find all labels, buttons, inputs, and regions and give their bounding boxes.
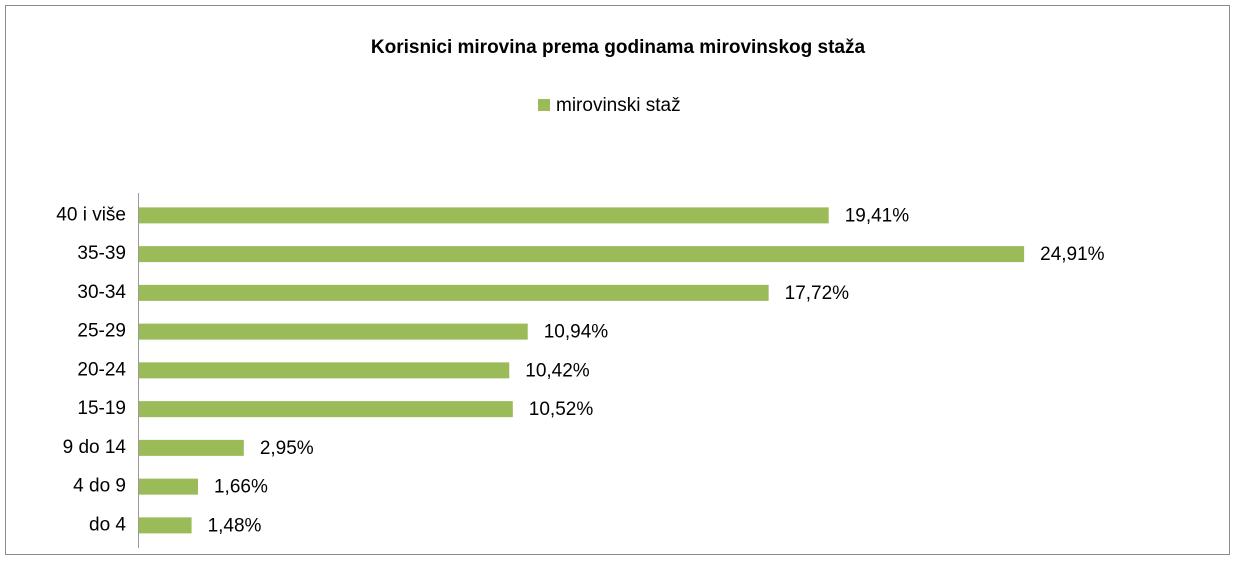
data-label: 2,95% — [260, 438, 314, 459]
y-tick-label: 40 i više — [56, 204, 126, 225]
bar — [139, 517, 192, 534]
y-tick-label: 4 do 9 — [73, 476, 126, 497]
y-tick-label: 25-29 — [77, 321, 126, 342]
bar — [139, 207, 829, 224]
data-label: 17,72% — [785, 283, 850, 304]
data-label: 10,52% — [529, 399, 594, 420]
y-tick-label: 30-34 — [77, 282, 126, 303]
legend-swatch — [538, 99, 550, 111]
chart-title: Korisnici mirovina prema godinama mirovi… — [371, 37, 866, 58]
data-label: 24,91% — [1040, 244, 1105, 265]
bar — [139, 439, 244, 456]
y-tick-label: 9 do 14 — [63, 437, 127, 458]
bar — [139, 246, 1025, 263]
legend-label: mirovinski staž — [556, 95, 681, 116]
bar — [139, 323, 528, 340]
y-tick-label: do 4 — [89, 514, 126, 535]
chart-border — [5, 5, 1230, 555]
data-label: 10,42% — [525, 360, 590, 381]
y-tick-label: 35-39 — [77, 243, 126, 264]
y-tick-label: 15-19 — [77, 398, 126, 419]
data-label: 10,94% — [544, 322, 609, 343]
bar — [139, 362, 510, 379]
bar — [139, 401, 513, 418]
bar — [139, 478, 198, 495]
data-label: 1,66% — [214, 477, 268, 498]
data-label: 1,48% — [208, 515, 262, 536]
data-label: 19,41% — [845, 205, 910, 226]
y-tick-label: 20-24 — [77, 359, 126, 380]
bar — [139, 284, 769, 301]
